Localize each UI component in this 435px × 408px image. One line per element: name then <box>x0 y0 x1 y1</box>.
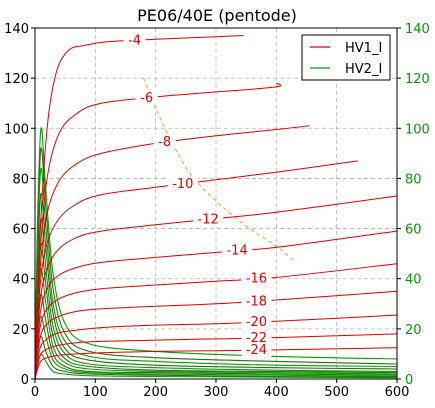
grid-voltage-label-bg <box>167 175 198 191</box>
x-tick-label: 0 <box>31 385 39 400</box>
x-tick-label: 600 <box>385 385 410 400</box>
grid-voltage-label-bg <box>135 89 158 105</box>
hv1-series-line <box>35 160 358 379</box>
hv2-series-line <box>35 167 397 379</box>
grid-voltage-label: -16 <box>246 272 267 287</box>
grid-voltage-label: -20 <box>246 315 267 330</box>
legend-label-hv2: HV2_I <box>345 62 382 77</box>
y2-tick-label: 20 <box>405 323 422 338</box>
y2-tick-label: 0 <box>405 373 413 388</box>
axes: 0 100 200 300 400 500 600020406080100120140020… <box>4 22 430 400</box>
max-dissipation-line <box>143 77 295 262</box>
grid-voltage-label-bg <box>123 32 146 48</box>
y-tick-label: 20 <box>12 323 29 338</box>
x-tick-label: 500 <box>324 385 349 400</box>
dissipation-curve <box>143 77 295 262</box>
hv1-series-line <box>35 82 282 379</box>
grid-voltage-label-bg <box>241 330 272 346</box>
grid-voltage-label: -24 <box>246 343 267 358</box>
grid-voltage-label-bg <box>241 342 272 358</box>
x-tick-label: 200 <box>143 385 168 400</box>
legend: HV1_I HV2_I <box>301 34 391 81</box>
hv1-series-line <box>35 35 244 379</box>
hv1-series-line <box>35 230 397 379</box>
hv2-series-line <box>35 192 397 379</box>
grid-voltage-label-bg <box>222 242 253 258</box>
y2-tick-label: 140 <box>405 22 430 37</box>
y-tick-label: 0 <box>21 373 29 388</box>
grid-voltage-label: -8 <box>158 135 171 150</box>
y2-tick-label: 60 <box>405 223 422 238</box>
x-tick-label: 400 <box>264 385 289 400</box>
hv2-series-line <box>35 293 397 379</box>
grid-voltage-label-bg <box>241 314 272 330</box>
grid-voltage-label: -14 <box>226 244 247 259</box>
x-tick-label: 300 <box>204 385 229 400</box>
grid-voltage-label-bg <box>241 270 272 286</box>
grid-voltage-label: -6 <box>140 91 153 106</box>
chart-title: PE06/40E (pentode) <box>137 6 297 25</box>
grid-voltage-label: -10 <box>172 177 193 192</box>
y-tick-label: 100 <box>4 122 29 137</box>
legend-box <box>301 34 391 81</box>
grid-voltage-label-bg <box>193 211 224 227</box>
y-tick-label: 80 <box>12 172 29 187</box>
y-tick-label: 120 <box>4 72 29 87</box>
legend-label-hv1: HV1_I <box>345 41 382 56</box>
hv1-series-line <box>35 195 397 379</box>
y-tick-label: 60 <box>12 223 29 238</box>
hv1-series-line <box>35 125 310 379</box>
x-tick-label: 100 <box>83 385 108 400</box>
grid-voltage-label: -18 <box>246 294 267 309</box>
y-tick-label: 140 <box>4 22 29 37</box>
y-tick-label: 40 <box>12 273 29 288</box>
hv2-series-line <box>35 217 397 379</box>
grid-voltage-label: -4 <box>128 33 141 48</box>
grid-voltage-labels: -4-6-8-10-12-14-16-18-20-22-24 <box>123 32 272 358</box>
y2-tick-label: 100 <box>405 122 430 137</box>
grid-voltage-label: -12 <box>198 212 219 227</box>
y2-tick-label: 80 <box>405 172 422 187</box>
y2-tick-label: 120 <box>405 72 430 87</box>
y2-tick-label: 40 <box>405 273 422 288</box>
grid-voltage-label-bg <box>241 293 272 309</box>
grid-voltage-label-bg <box>153 134 176 150</box>
